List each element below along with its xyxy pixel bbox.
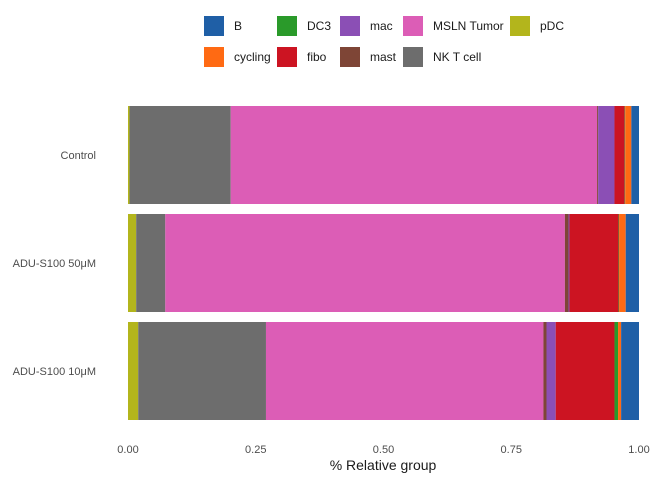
bar-segment-cycling	[618, 322, 622, 420]
legend-item-pdc: pDC	[510, 16, 564, 36]
x-tick-label: 1.00	[628, 444, 649, 456]
bar-segment-pdc	[128, 106, 130, 204]
legend-label: MSLN Tumor	[433, 19, 504, 33]
bar-segment-nk-t-cell	[129, 106, 231, 204]
legend-item-nk-t-cell: NK T cell	[403, 47, 481, 67]
legend-label: cycling	[234, 50, 271, 64]
bar-segment-dc3	[614, 322, 619, 420]
bar-segment-msln-tumor	[265, 322, 544, 420]
bar-segment-msln-tumor	[230, 106, 598, 204]
legend-label: pDC	[540, 19, 564, 33]
bar-segment-dc3	[618, 214, 620, 312]
legend-swatch	[204, 47, 224, 67]
legend-label: DC3	[307, 19, 331, 33]
bar-segment-msln-tumor	[165, 214, 565, 312]
legend-swatch	[277, 16, 297, 36]
bar-segment-mast	[564, 214, 569, 312]
x-tick-label: 0.00	[117, 444, 138, 456]
y-tick-label: Control	[61, 150, 96, 162]
bar-segment-b	[625, 214, 639, 312]
x-axis-title: % Relative group	[330, 457, 437, 473]
legend-swatch	[510, 16, 530, 36]
legend-label: B	[234, 19, 242, 33]
x-tick-label: 0.50	[373, 444, 394, 456]
legend-label: fibo	[307, 50, 327, 64]
bar-control	[128, 106, 639, 204]
bar-segment-b	[621, 322, 639, 420]
legend-item-fibo: fibo	[277, 47, 327, 67]
bar-segment-fibo	[614, 106, 625, 204]
bar-segment-b	[631, 106, 639, 204]
bar-segment-nk-t-cell	[136, 214, 166, 312]
legend-item-b: B	[204, 16, 242, 36]
legend-swatch	[340, 16, 360, 36]
legend-label: NK T cell	[433, 50, 481, 64]
x-tick-label: 0.75	[501, 444, 522, 456]
legend: B DC3 mac MSLN Tumor pDC cycling fibo mast NK T …	[204, 16, 564, 67]
legend-label: mac	[370, 19, 393, 33]
bar-segment-pdc	[128, 214, 137, 312]
legend-item-msln-tumor: MSLN Tumor	[403, 16, 504, 36]
y-tick-label: ADU-S100 10μM	[13, 366, 96, 378]
legend-swatch	[340, 47, 360, 67]
bar-segment-fibo	[569, 214, 619, 312]
bar-segment-pdc	[128, 322, 139, 420]
legend-item-mast: mast	[340, 47, 397, 67]
legend-item-mac: mac	[340, 16, 393, 36]
legend-swatch	[403, 47, 423, 67]
bar-adu-s100-50-m	[128, 214, 639, 312]
bar-segment-mac	[598, 106, 615, 204]
legend-swatch	[204, 16, 224, 36]
bar-segment-cycling	[625, 106, 632, 204]
legend-item-dc3: DC3	[277, 16, 331, 36]
x-tick-label: 0.25	[245, 444, 266, 456]
legend-item-cycling: cycling	[204, 47, 271, 67]
bar-adu-s100-10-m	[128, 322, 639, 420]
bar-segment-mast	[543, 322, 547, 420]
bar-segment-fibo	[555, 322, 615, 420]
y-tick-label: ADU-S100 50μM	[13, 258, 96, 270]
bar-segment-cycling	[619, 214, 626, 312]
bar-segment-mast	[597, 106, 599, 204]
legend-swatch	[277, 47, 297, 67]
bar-segment-mac	[546, 322, 556, 420]
bar-segment-dc3	[624, 106, 626, 204]
plot-area	[128, 106, 639, 420]
bar-segment-nk-t-cell	[138, 322, 266, 420]
legend-label: mast	[370, 50, 397, 64]
x-axis: 0.00 0.25 0.50 0.75 1.00	[117, 444, 649, 456]
bar-segment-mac	[568, 214, 570, 312]
legend-swatch	[403, 16, 423, 36]
y-axis: Control ADU-S100 50μM ADU-S100 10μM	[13, 150, 96, 378]
